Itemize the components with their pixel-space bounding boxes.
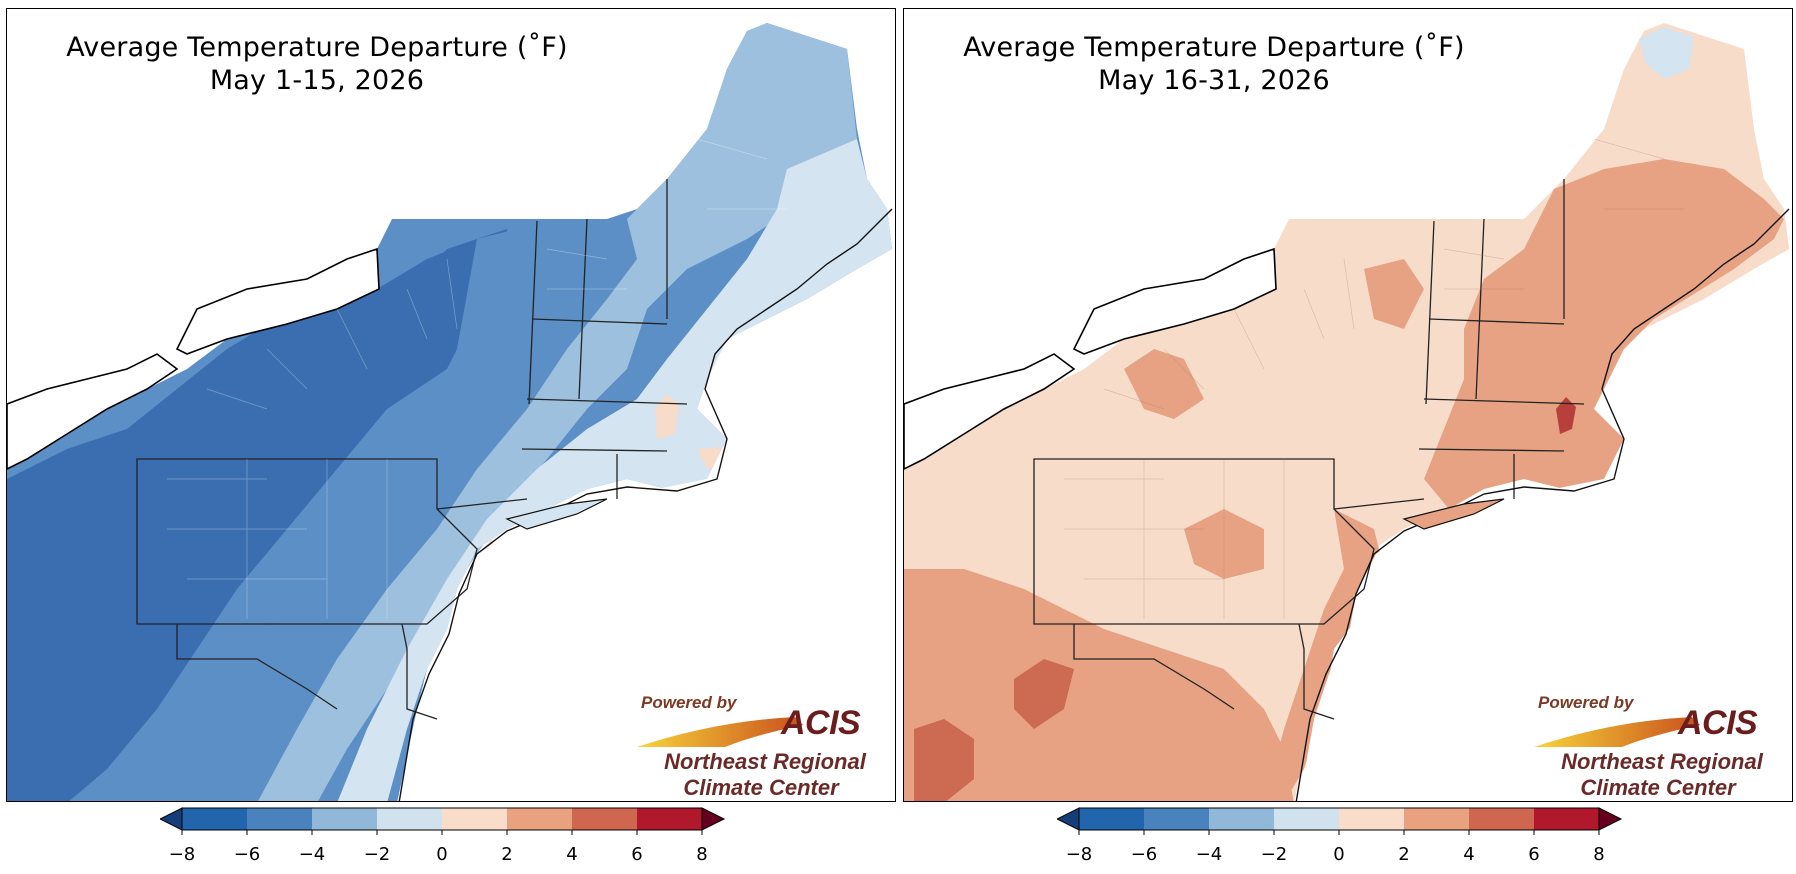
lake-erie [904, 353, 1076, 470]
colorbar-segment [507, 808, 572, 830]
colorbar-tick-label: −4 [1195, 844, 1223, 865]
colorbar-segment [247, 808, 312, 830]
map-title: Average Temperature Departure (˚F) May 1… [904, 31, 1524, 97]
zone-warm-mid-ne [1424, 159, 1784, 509]
colorbar-tick-label: 8 [1593, 844, 1605, 865]
colorbar-right: −8 −6 −4 −2 0 2 4 6 8 [1055, 806, 1637, 866]
zone-cool-mid [138, 209, 647, 801]
colorbar-segment [1404, 808, 1469, 830]
colorbar-under-arrow [1055, 807, 1080, 831]
lake-erie [7, 353, 179, 470]
colorbar-tick-label: −6 [233, 844, 261, 865]
colorbar-tick-label: 4 [566, 844, 578, 865]
zone-warm-dark-wv [1014, 659, 1074, 729]
colorbar-tick-label: −4 [298, 844, 326, 865]
logo-line2: Climate Center [683, 775, 839, 800]
county-borders [1064, 138, 1684, 619]
zone-warm-mid-ny [1124, 349, 1204, 419]
colorbar-tick-label: 0 [436, 844, 448, 865]
zone-warm-coast-ma [655, 394, 679, 439]
colorbar-tick-label: 4 [1463, 844, 1475, 865]
zone-warm-mid-pa [1184, 509, 1264, 579]
colorbar-segment [1274, 808, 1339, 830]
swoosh-icon [637, 717, 803, 747]
zone-warm-mid-nj [1264, 509, 1384, 801]
colorbar-tick-label: 2 [1398, 844, 1410, 865]
map-title-line2: May 1-15, 2026 [209, 65, 425, 96]
colorbar-tick-label: −2 [1260, 844, 1288, 865]
colorbar-tick-label: 0 [1333, 844, 1345, 865]
swoosh-icon [1534, 717, 1700, 747]
zone-warm-mid-ny2 [1364, 259, 1424, 329]
colorbar-tick-label: −8 [1065, 844, 1093, 865]
state-borders [136, 179, 688, 720]
county-borders [167, 138, 787, 619]
colorbar-segment [637, 808, 702, 830]
logo-acis: ACIS [781, 704, 861, 742]
colorbar-tick-label: 2 [501, 844, 513, 865]
atlantic-ocean [402, 260, 895, 801]
colorbar-tick-label: 6 [1528, 844, 1540, 865]
logo-powered-by: Powered by [641, 693, 737, 712]
map-title-line1: Average Temperature Departure (˚F) [66, 32, 568, 63]
lake-ontario [175, 247, 380, 355]
logo-line2: Climate Center [1580, 775, 1736, 800]
long-island [1402, 498, 1505, 530]
logo-line1: Northeast Regional [1561, 749, 1763, 774]
coastline [398, 208, 893, 801]
lake-ontario [1072, 247, 1277, 355]
colorbar-tick-label: 8 [696, 844, 708, 865]
colorbar-segment [1144, 808, 1209, 830]
colorbar-tick-label: 6 [631, 844, 643, 865]
zone-cool-light [258, 23, 857, 801]
colorbar-svg [1055, 807, 1623, 835]
temperature-departure-map-late-may [904, 23, 1792, 801]
zone-cool-pale-maine [1639, 27, 1694, 79]
map-panel-late-may: Average Temperature Departure (˚F) May 1… [903, 8, 1793, 802]
coastline [1295, 208, 1790, 801]
colorbar-segment [1534, 808, 1599, 830]
colorbar-tick-label: −6 [1130, 844, 1158, 865]
colorbar-svg [158, 807, 726, 835]
colorbar-segment [1209, 808, 1274, 830]
map-title-line2: May 16-31, 2026 [1098, 65, 1330, 96]
colorbar-segment [1079, 808, 1144, 830]
colorbar-under-arrow [158, 807, 183, 831]
colorbar-segment [377, 808, 442, 830]
colorbar-segment [182, 808, 247, 830]
zone-cool-pale [337, 139, 892, 801]
map-title: Average Temperature Departure (˚F) May 1… [7, 31, 627, 97]
nrcc-acis-logo: Powered by ACIS Northeast Regional Clima… [635, 691, 895, 801]
zone-warm-deep-boston [1556, 397, 1576, 434]
colorbar-segment [1469, 808, 1534, 830]
logo-acis: ACIS [1678, 704, 1758, 742]
colorbar-over-arrow [1598, 807, 1623, 831]
map-title-line1: Average Temperature Departure (˚F) [963, 32, 1465, 63]
colorbar-segment [572, 808, 637, 830]
map-panel-early-may: Average Temperature Departure (˚F) May 1… [6, 8, 896, 802]
colorbar-tick-label: −2 [363, 844, 391, 865]
colorbar-left: −8 −6 −4 −2 0 2 4 6 8 [158, 806, 740, 866]
state-borders [1033, 179, 1585, 720]
nrcc-acis-logo: Powered by ACIS Northeast Regional Clima… [1532, 691, 1792, 801]
logo-powered-by: Powered by [1538, 693, 1634, 712]
zone-warm-dark-va [914, 719, 974, 801]
colorbar-segment [312, 808, 377, 830]
zone-warm-mid-south [904, 569, 1294, 801]
colorbar-segment [1339, 808, 1404, 830]
colorbar-tick-label: −8 [168, 844, 196, 865]
colorbar-segment [442, 808, 507, 830]
colorbar-over-arrow [701, 807, 726, 831]
zone-cool-dark [7, 239, 487, 801]
logo-line1: Northeast Regional [664, 749, 866, 774]
long-island [505, 498, 608, 530]
temperature-departure-map-early-may [7, 23, 895, 801]
atlantic-ocean [1299, 260, 1792, 801]
